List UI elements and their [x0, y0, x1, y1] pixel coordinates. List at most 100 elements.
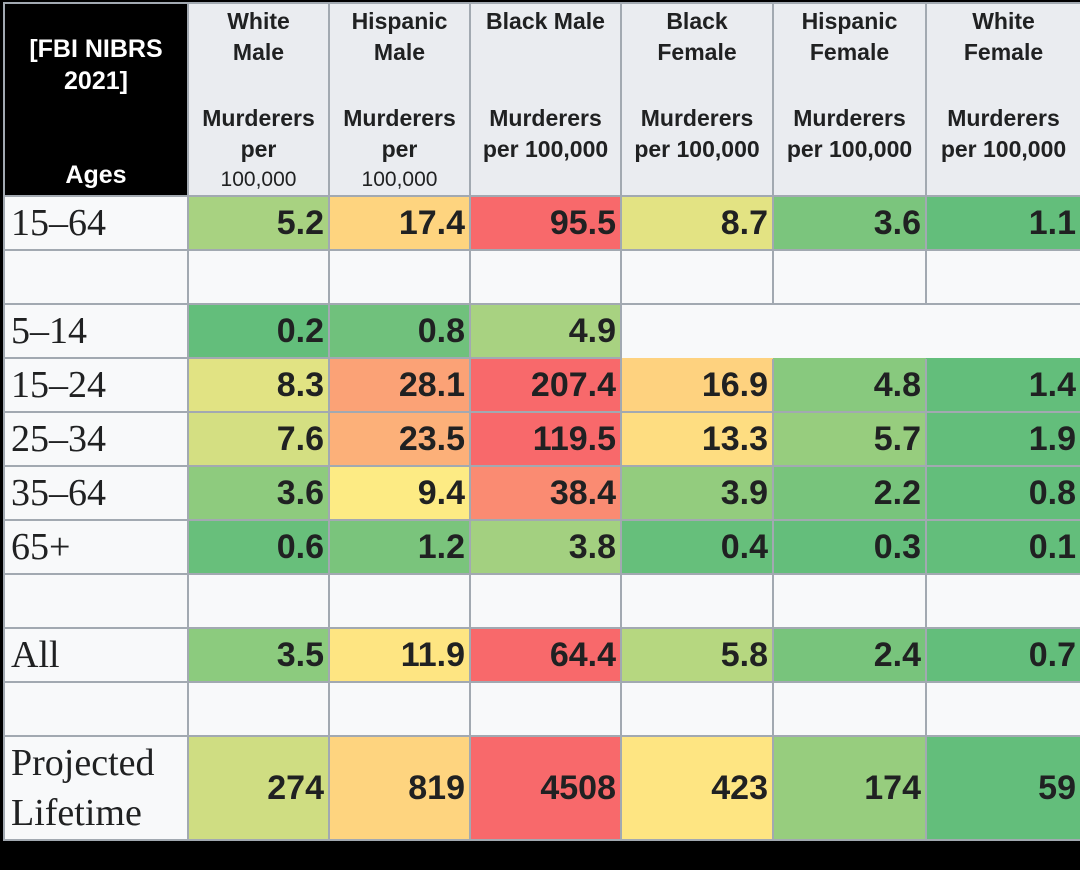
value-cell: 207.4: [469, 357, 622, 413]
murder-rate-table: [FBI NIBRS 2021] Ages White Male Murderers…: [3, 2, 1080, 841]
column-unit-text: per: [240, 136, 277, 162]
table-row: 65+ 0.6 1.2 3.8 0.4 0.3 0.1: [3, 519, 1080, 575]
value-cell: 64.4: [469, 627, 622, 683]
value-cell: 2.4: [772, 627, 927, 683]
column-group-text: Female: [963, 39, 1044, 65]
spacer-row: [3, 249, 1080, 305]
value-cell: 7.6: [187, 411, 330, 467]
table-row: 15–64 5.2 17.4 95.5 8.7 3.6 1.1: [3, 195, 1080, 251]
blank-cell: [3, 249, 189, 305]
value-cell: 0.1: [925, 519, 1080, 575]
corner-header: [FBI NIBRS 2021] Ages: [3, 2, 189, 197]
value-cell: 23.5: [328, 411, 471, 467]
blank-cell: [469, 681, 622, 737]
column-unit-text: per: [381, 136, 418, 162]
row-label: 35–64: [3, 465, 189, 521]
spacer-row: [3, 573, 1080, 629]
column-group-text: Black Male: [486, 8, 605, 34]
blank-cell: [621, 304, 773, 358]
column-unit-label: Murderers per 100,000: [189, 103, 328, 195]
column-unit-label: Murderers per 100,000: [927, 103, 1080, 165]
value-cell: 8.3: [187, 357, 330, 413]
column-unit-label: Murderers per 100,000: [330, 103, 469, 195]
blank-cell: [187, 573, 330, 629]
column-group-label: Hispanic Female: [774, 6, 925, 68]
column-unit-text: Murderers: [947, 105, 1060, 131]
blank-cell: [772, 573, 927, 629]
value-cell: 3.6: [772, 195, 927, 251]
column-header-2: Black Male Murderers per 100,000: [469, 2, 622, 197]
column-group-text: Black: [666, 8, 728, 34]
value-cell: 2.2: [772, 465, 927, 521]
spacer-row: [3, 681, 1080, 737]
column-unit-label: Murderers per 100,000: [471, 103, 620, 165]
value-cell: 11.9: [328, 627, 471, 683]
column-group-text: Hispanic: [351, 8, 448, 34]
row-label-line: Lifetime: [11, 792, 142, 834]
row-label: 15–64: [3, 195, 189, 251]
row-label: Projected Lifetime: [3, 735, 189, 841]
blank-cell: [187, 249, 330, 305]
column-unit-text: 100,000: [361, 168, 438, 191]
column-group-text: Hispanic: [801, 8, 898, 34]
header-row: [FBI NIBRS 2021] Ages White Male Murderers…: [3, 2, 1080, 197]
blank-cell: [620, 681, 774, 737]
column-unit-text: Murderers: [343, 105, 456, 131]
column-unit-text: per 100,000: [786, 136, 913, 162]
blank-cell: [469, 573, 622, 629]
value-cell: 1.4: [925, 357, 1080, 413]
row-label: 65+: [3, 519, 189, 575]
row-label: 15–24: [3, 357, 189, 413]
column-unit-label: Murderers per 100,000: [622, 103, 772, 165]
column-group-text: Male: [232, 39, 285, 65]
table-row: 5–14 0.2 0.8 4.9: [3, 303, 1080, 359]
column-group-label: Black Male: [471, 6, 620, 37]
blank-cell: [773, 304, 926, 358]
column-unit-text: Murderers: [489, 105, 602, 131]
value-cell: 59: [925, 735, 1080, 841]
blank-cell: [328, 249, 471, 305]
value-cell: 3.6: [187, 465, 330, 521]
value-cell: 0.2: [187, 303, 330, 359]
column-unit-label: Murderers per 100,000: [774, 103, 925, 165]
blank-cell: [328, 573, 471, 629]
column-header-3: Black Female Murderers per 100,000: [620, 2, 774, 197]
column-group-label: Hispanic Male: [330, 6, 469, 68]
row-label: 25–34: [3, 411, 189, 467]
column-unit-text: per 100,000: [940, 136, 1067, 162]
blank-cell: [3, 573, 189, 629]
value-cell: 0.4: [620, 519, 774, 575]
column-group-label: White Female: [927, 6, 1080, 68]
column-header-4: Hispanic Female Murderers per 100,000: [772, 2, 927, 197]
column-group-text: Female: [657, 39, 737, 65]
column-unit-text: 100,000: [220, 168, 297, 191]
value-cell: 8.7: [620, 195, 774, 251]
value-cell: 3.9: [620, 465, 774, 521]
value-cell: 0.8: [328, 303, 471, 359]
blank-cell: [469, 249, 622, 305]
table-row: All 3.5 11.9 64.4 5.8 2.4 0.7: [3, 627, 1080, 683]
column-unit-text: Murderers: [202, 105, 315, 131]
blank-cell: [772, 681, 927, 737]
value-cell: 0.6: [187, 519, 330, 575]
blank-cell: [187, 681, 330, 737]
blank-cell: [328, 681, 471, 737]
blank-cell: [925, 681, 1080, 737]
value-cell: 4.8: [772, 357, 927, 413]
row-label: All: [3, 627, 189, 683]
table-row: Projected Lifetime 274 819 4508 423 174 59: [3, 735, 1080, 841]
value-cell: 5.7: [772, 411, 927, 467]
blank-cell: [926, 304, 1080, 358]
value-cell: 3.8: [469, 519, 622, 575]
column-unit-text: Murderers: [793, 105, 906, 131]
row-label-line: Projected: [11, 742, 155, 784]
value-cell: 95.5: [469, 195, 622, 251]
blank-cell: [925, 573, 1080, 629]
column-group-text: Female: [809, 39, 890, 65]
value-cell: 1.2: [328, 519, 471, 575]
value-cell: 5.8: [620, 627, 774, 683]
column-unit-text: per 100,000: [482, 136, 609, 162]
value-cell: 3.5: [187, 627, 330, 683]
value-cell: 16.9: [620, 357, 774, 413]
